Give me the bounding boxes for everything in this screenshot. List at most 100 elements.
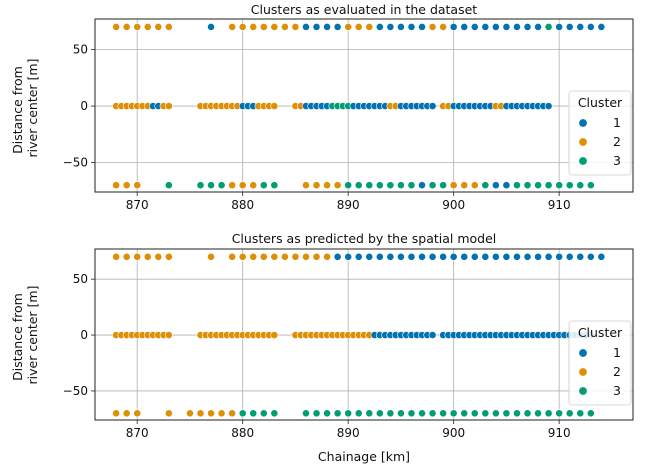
point-cluster-1 xyxy=(365,252,374,261)
point-cluster-3 xyxy=(449,409,458,418)
point-cluster-3 xyxy=(513,409,521,418)
point-cluster-1 xyxy=(386,23,395,31)
point-cluster-3 xyxy=(354,409,363,418)
point-cluster-3 xyxy=(238,409,247,418)
panel-predicted: Clusters as predicted by the spatial mod… xyxy=(10,231,634,464)
point-cluster-3 xyxy=(586,181,595,190)
point-cluster-3 xyxy=(544,23,553,31)
point-cluster-2 xyxy=(207,252,215,261)
legend-label-3: 3 xyxy=(613,383,621,398)
point-cluster-1 xyxy=(428,331,437,339)
point-cluster-1 xyxy=(481,252,490,261)
point-cluster-1 xyxy=(555,252,564,261)
point-cluster-2 xyxy=(164,252,173,261)
x-tick-label: 890 xyxy=(337,198,360,212)
chart-title: Clusters as evaluated in the dataset xyxy=(251,2,478,17)
point-cluster-2 xyxy=(291,23,300,31)
point-cluster-1 xyxy=(576,23,585,31)
point-cluster-3 xyxy=(196,181,205,190)
x-tick-label: 870 xyxy=(126,426,149,440)
legend: Cluster 1 2 3 xyxy=(568,90,632,176)
point-cluster-2 xyxy=(354,23,363,31)
point-cluster-3 xyxy=(439,409,448,418)
point-cluster-3 xyxy=(544,409,553,418)
point-cluster-1 xyxy=(333,252,342,261)
legend-title: Cluster xyxy=(578,325,623,340)
y-tick-label: 0 xyxy=(80,328,88,342)
point-cluster-3 xyxy=(544,181,553,190)
point-cluster-2 xyxy=(228,409,237,418)
point-cluster-1 xyxy=(449,252,458,261)
point-cluster-1 xyxy=(470,252,479,261)
point-cluster-1 xyxy=(565,252,574,261)
point-cluster-2 xyxy=(302,252,310,261)
point-cluster-1 xyxy=(534,23,542,31)
point-cluster-2 xyxy=(365,23,374,31)
x-tick-label: 910 xyxy=(548,198,571,212)
point-cluster-2 xyxy=(238,252,247,261)
point-cluster-1 xyxy=(375,252,384,261)
point-cluster-1 xyxy=(460,23,469,31)
point-cluster-2 xyxy=(439,23,448,31)
point-cluster-2 xyxy=(460,181,469,190)
point-cluster-2 xyxy=(164,102,173,110)
point-cluster-1 xyxy=(418,252,426,261)
legend-box xyxy=(568,320,632,406)
point-cluster-2 xyxy=(344,23,353,31)
point-cluster-3 xyxy=(323,409,331,418)
point-cluster-3 xyxy=(481,181,490,190)
point-cluster-2 xyxy=(143,23,152,31)
point-cluster-3 xyxy=(439,181,448,190)
point-cluster-2 xyxy=(186,409,194,418)
point-cluster-1 xyxy=(565,23,574,31)
point-cluster-2 xyxy=(238,181,247,190)
y-axis-label-line-2: river center [m] xyxy=(25,286,40,385)
y-ticks: 50 0 −50 xyxy=(63,272,95,398)
point-cluster-2 xyxy=(291,252,300,261)
point-cluster-3 xyxy=(534,181,542,190)
legend: Cluster 1 2 3 xyxy=(568,320,632,406)
point-cluster-2 xyxy=(238,23,247,31)
point-cluster-2 xyxy=(428,23,437,31)
point-cluster-1 xyxy=(428,102,437,110)
legend-label-2: 2 xyxy=(613,364,621,379)
point-cluster-3 xyxy=(470,409,479,418)
point-cluster-1 xyxy=(333,23,342,31)
point-cluster-2 xyxy=(217,409,226,418)
y-axis-label-line-1: Distance from xyxy=(10,66,25,154)
legend-marker-2 xyxy=(578,137,588,147)
point-cluster-3 xyxy=(555,181,564,190)
x-ticks: 870 880 890 900 910 xyxy=(126,420,571,440)
axes-frame xyxy=(94,248,634,421)
point-cluster-3 xyxy=(259,181,268,190)
point-cluster-2 xyxy=(312,181,321,190)
point-cluster-3 xyxy=(407,409,416,418)
point-cluster-1 xyxy=(502,252,511,261)
point-cluster-3 xyxy=(302,409,310,418)
chart-title: Clusters as predicted by the spatial mod… xyxy=(232,231,497,246)
y-tick-label: −50 xyxy=(63,384,88,398)
legend-label-3: 3 xyxy=(613,153,621,168)
axes-frame xyxy=(94,18,634,193)
x-tick-label: 910 xyxy=(548,426,571,440)
point-cluster-2 xyxy=(249,23,258,31)
point-cluster-1 xyxy=(207,23,215,31)
point-cluster-1 xyxy=(470,23,479,31)
point-cluster-3 xyxy=(576,409,585,418)
point-cluster-2 xyxy=(323,181,331,190)
point-cluster-2 xyxy=(259,23,268,31)
y-axis-label-line-2: river center [m] xyxy=(25,59,40,158)
point-cluster-1 xyxy=(302,23,310,31)
point-cluster-2 xyxy=(122,23,131,31)
point-cluster-2 xyxy=(470,181,479,190)
y-axis-label: Distance from river center [m] xyxy=(10,286,40,385)
point-cluster-2 xyxy=(112,23,120,31)
x-tick-label: 900 xyxy=(442,426,465,440)
point-cluster-1 xyxy=(418,181,426,190)
point-cluster-3 xyxy=(534,409,542,418)
point-cluster-2 xyxy=(270,102,279,110)
x-tick-label: 900 xyxy=(442,198,465,212)
point-cluster-1 xyxy=(555,23,564,31)
legend-label-1: 1 xyxy=(613,115,621,130)
y-axis-label-line-1: Distance from xyxy=(10,293,25,381)
